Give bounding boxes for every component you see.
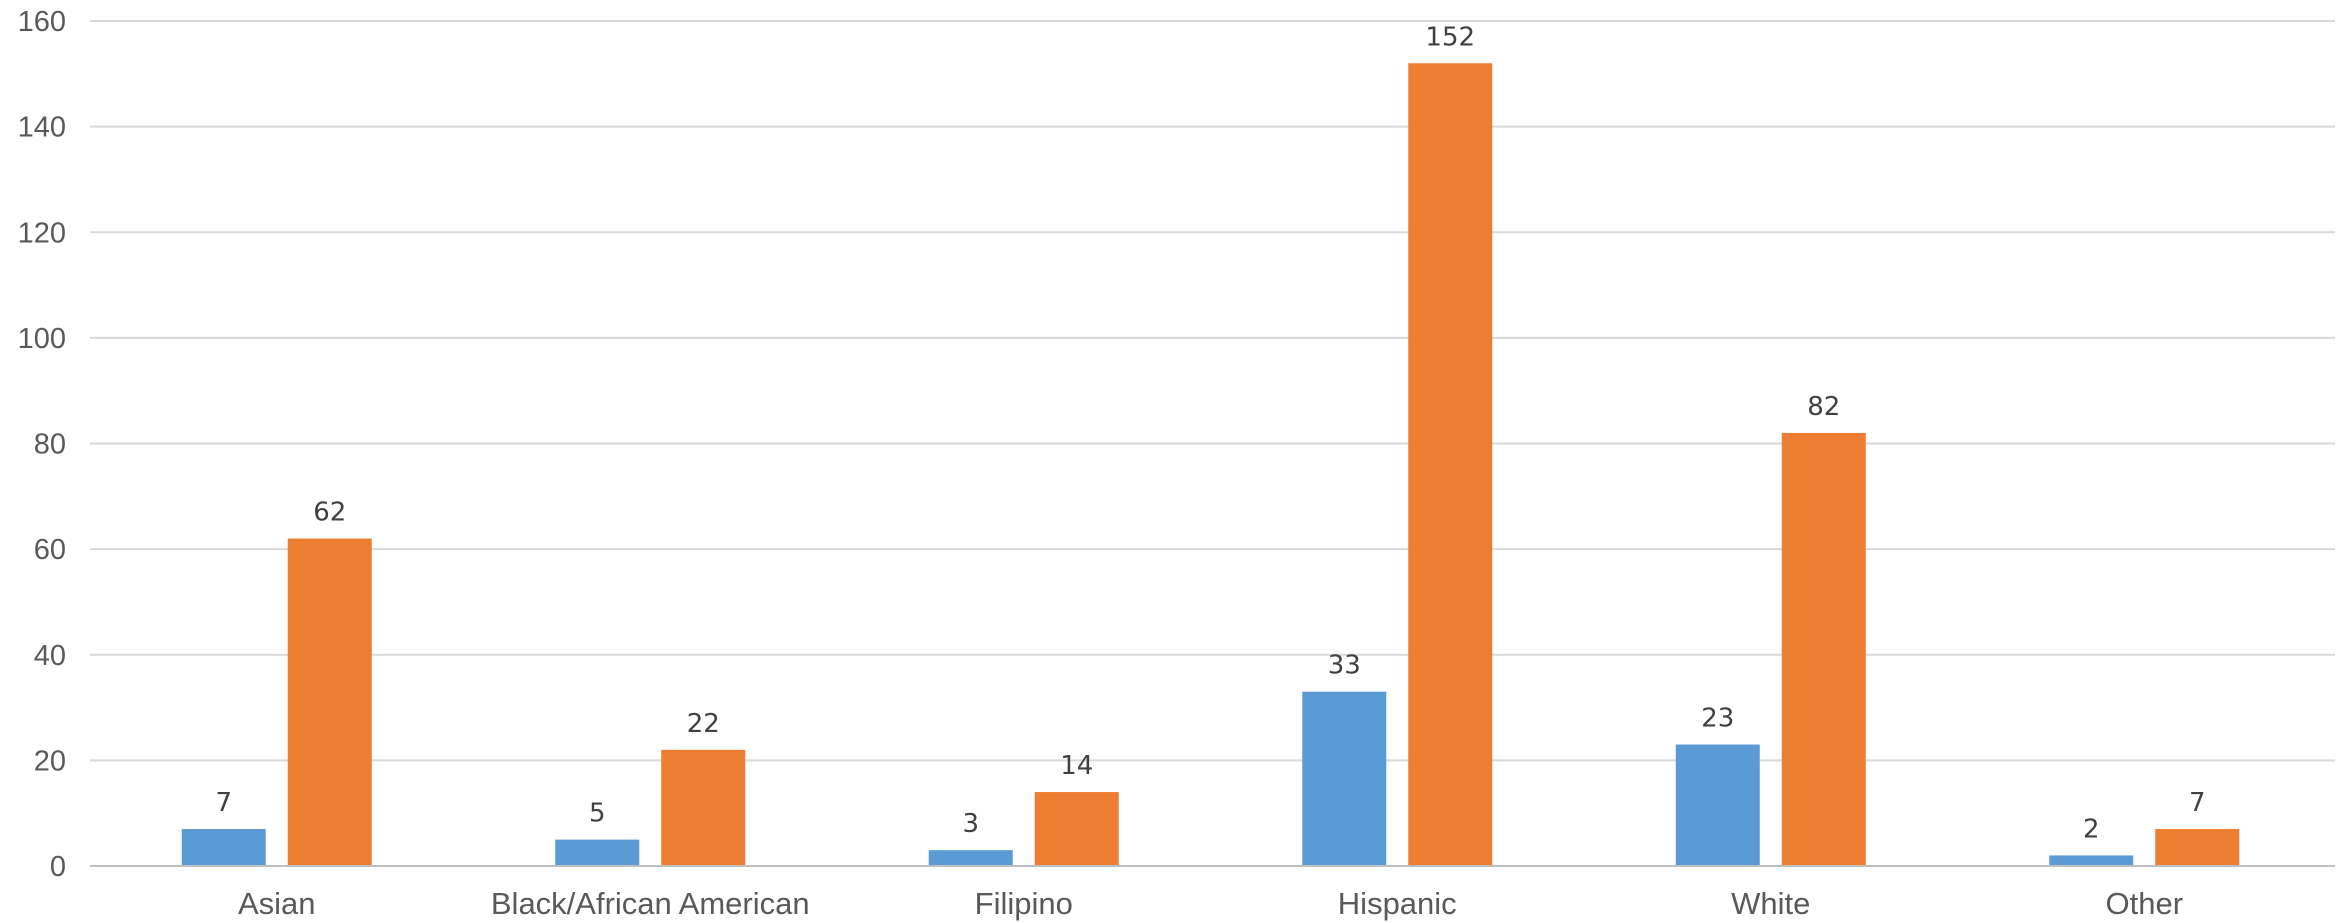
y-tick-label: 80 (34, 429, 66, 461)
bar (1302, 691, 1387, 866)
bar (1034, 792, 1119, 866)
y-tick-label: 0 (50, 851, 66, 883)
y-tick-label: 100 (18, 323, 66, 355)
x-tick-label: White (1731, 886, 1810, 921)
data-label: 22 (687, 709, 720, 739)
data-label: 23 (1701, 704, 1734, 734)
bar (1408, 63, 1493, 866)
data-label: 82 (1807, 392, 1840, 422)
bar (555, 839, 640, 866)
data-label: 3 (962, 809, 979, 839)
y-tick-label: 120 (18, 217, 66, 249)
data-label: 5 (589, 799, 606, 829)
data-label: 14 (1060, 751, 1093, 781)
x-axis: Asian Black/African American Filipino Hispa… (90, 865, 2335, 921)
y-tick-label: 160 (18, 6, 66, 38)
bar (287, 538, 372, 866)
x-tick-label: Filipino (975, 886, 1073, 921)
data-label: 152 (1425, 22, 1475, 52)
data-labels: 7 62 5 22 3 14 33 152 23 82 2 7 (215, 22, 2205, 844)
y-tick-label: 60 (34, 534, 66, 566)
bar (2049, 855, 2134, 866)
y-tick-label: 140 (18, 112, 66, 144)
bar (1675, 744, 1760, 866)
bar (1781, 432, 1866, 866)
data-label: 2 (2083, 814, 2100, 844)
x-tick-label: Hispanic (1338, 886, 1457, 921)
y-tick-label: 40 (34, 640, 66, 672)
data-label: 33 (1328, 651, 1361, 681)
bar (928, 850, 1013, 866)
x-tick-label: Other (2105, 886, 2183, 921)
y-axis: 0 20 40 60 80 100 120 140 160 (18, 6, 66, 883)
bar (2155, 829, 2240, 866)
gridlines (90, 20, 2335, 762)
x-tick-label: Black/African American (491, 886, 810, 921)
bars (181, 63, 2240, 866)
data-label: 7 (215, 788, 232, 818)
data-label: 62 (313, 498, 346, 528)
data-label: 7 (2189, 788, 2206, 818)
bar (661, 749, 746, 866)
y-tick-label: 20 (34, 745, 66, 777)
x-tick-label: Asian (238, 886, 316, 921)
bar (181, 829, 266, 866)
